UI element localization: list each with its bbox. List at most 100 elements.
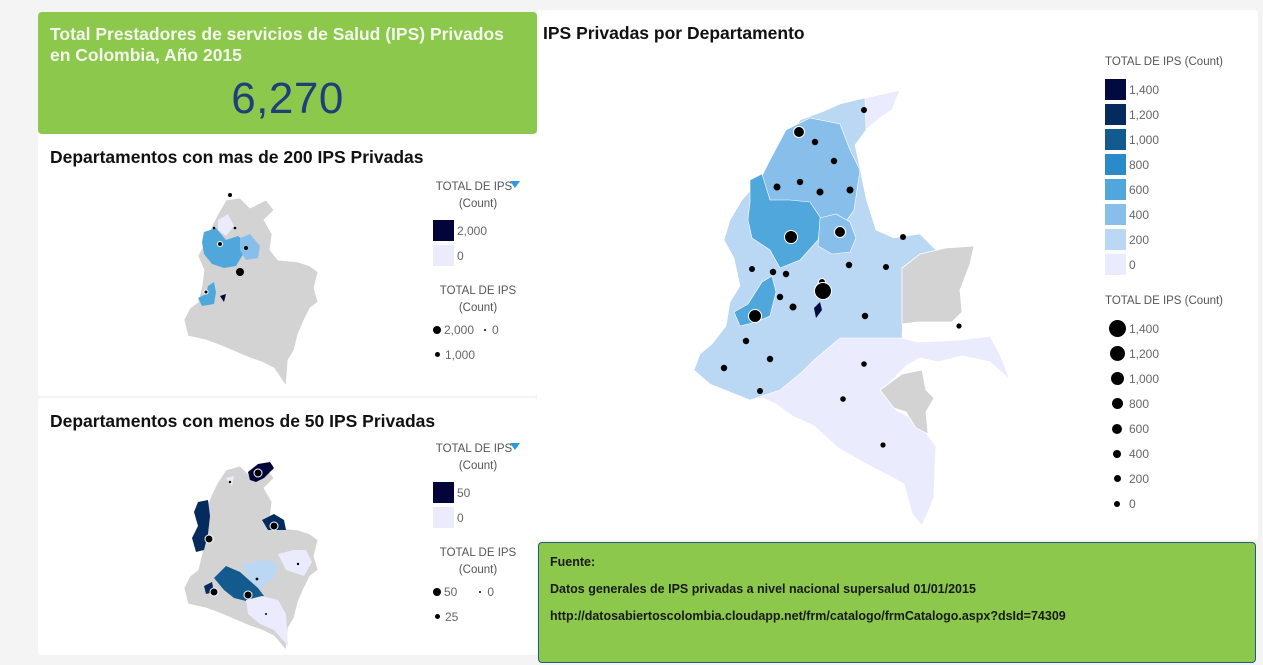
legend-title: TOTAL DE IPS [435,181,513,193]
legend-item: 0 [433,243,523,268]
legend-item: 1,400 [1105,77,1255,102]
size-legend-main: TOTAL DE IPS (Count) 1,400 1,200 1,000 8… [1105,293,1255,516]
color-swatch [1105,154,1126,175]
size-dot-icon [433,587,441,596]
legend-subtitle: (Count) [458,198,498,210]
legend-label: 800 [1129,396,1150,411]
legend-item: 1,200 [1105,102,1255,127]
map-panel-main: IPS Privadas por Departamento [537,10,1258,540]
legend-label: 25 [445,609,459,624]
legend-label: 0 [487,584,495,599]
legend-item: 1,000 [433,342,523,367]
size-dot-icon [1113,475,1121,482]
source-url[interactable]: http://datosabiertoscolombia.cloudapp.ne… [550,609,1066,623]
legend-subtitle: (Count) [458,302,498,314]
color-swatch [1105,229,1126,250]
color-swatch [433,482,454,503]
legend-title: TOTAL DE IPS [439,285,517,297]
size-dot-icon [1110,372,1124,385]
legend-label: 2,000 [444,322,475,337]
color-swatch [433,507,454,528]
filter-icon[interactable] [510,443,521,450]
size-dot-icon [479,590,482,593]
legend-item: 400 [1105,441,1255,466]
legend-label: 0 [457,510,464,525]
legend-label: 600 [1129,182,1150,197]
legend-title: TOTAL DE IPS (Count) [1105,56,1224,68]
legend-label: 1,000 [445,347,476,362]
legend-title: TOTAL DE IPS [439,547,517,559]
legend-label: 2,000 [457,223,488,238]
panel-title: Departamentos con mas de 200 IPS Privada… [50,147,424,167]
kpi-title: Total Prestadores de servicios de Salud … [50,24,504,65]
source-heading: Fuente: [550,555,596,569]
size-dot-icon [1109,346,1125,361]
legend-label: 0 [492,322,499,337]
legend-item: 1,200 [1105,341,1255,366]
source-box: Fuente: Datos generales de IPS privadas … [538,542,1256,663]
map-panel-less-50: Departamentos con menos de 50 IPS Privad… [38,398,537,655]
legend-label: 800 [1129,157,1150,172]
color-swatch [1105,79,1126,100]
size-dot-icon [1111,398,1123,409]
legend-subtitle: (Count) [458,460,498,472]
size-dot-icon [435,352,440,357]
color-swatch [1105,254,1126,275]
size-dot-icon [1114,500,1120,507]
color-legend-main: TOTAL DE IPS (Count) 1,400 1,200 1,000 8… [1105,54,1255,277]
colombia-map-less-50[interactable] [178,450,328,650]
legend-item: 25 [433,604,523,629]
color-legend-less-50: TOTAL DE IPS (Count) 50 0 TOTAL DE IPS (Co… [433,441,523,629]
size-dot-icon [435,614,440,619]
legend-item: 50 [433,480,523,505]
legend-label: 1,400 [1129,321,1160,336]
legend-item: 800 [1105,152,1255,177]
color-swatch [1105,204,1126,225]
kpi-value: 6,270 [231,74,344,123]
legend-item: 2,000 [433,218,523,243]
legend-item: 1,000 [1105,127,1255,152]
legend-label: 1,400 [1129,82,1160,97]
legend-item: 1,400 [1105,316,1255,341]
color-swatch [1105,104,1126,125]
legend-title: TOTAL DE IPS [435,443,513,455]
panel-title: Departamentos con menos de 50 IPS Privad… [50,411,436,431]
color-legend-more-200: TOTAL DE IPS (Count) 2,000 0 TOTAL DE IPS… [433,179,523,367]
legend-item: 600 [1105,416,1255,441]
legend-label: 0 [1129,257,1136,272]
legend-item: 2,000 0 [433,317,523,342]
color-swatch [433,220,454,241]
legend-label: 200 [1129,471,1150,486]
legend-item: 0 [433,505,523,530]
panel-title: IPS Privadas por Departamento [543,23,805,43]
legend-item: 200 [1105,466,1255,491]
legend-title: TOTAL DE IPS (Count) [1105,295,1224,307]
size-dot-icon [1108,320,1126,337]
size-dot-icon [433,325,441,334]
legend-label: 50 [444,584,458,599]
legend-label: 1,000 [1129,371,1160,386]
legend-item: 0 [1105,491,1255,516]
color-swatch [1105,129,1126,150]
color-swatch [1105,179,1126,200]
legend-item: 800 [1105,391,1255,416]
filter-icon[interactable] [510,181,521,188]
map-panel-more-200: Departamentos con mas de 200 IPS Privada… [38,134,537,396]
legend-label: 400 [1129,207,1150,222]
legend-item: 600 [1105,177,1255,202]
legend-label: 200 [1129,232,1150,247]
legend-item: 400 [1105,202,1255,227]
legend-item: 1,000 [1105,366,1255,391]
size-dot-icon [484,328,487,331]
legend-subtitle: (Count) [458,564,498,576]
legend-label: 400 [1129,446,1150,461]
legend-label: 1,200 [1129,107,1160,122]
colombia-map-more-200[interactable] [178,190,328,390]
legend-label: 0 [457,248,464,263]
legend-item: 50 0 [433,579,523,604]
legend-label: 1,200 [1129,346,1160,361]
size-dot-icon [1112,423,1122,434]
colombia-map-main[interactable] [690,90,1020,530]
kpi-card: Total Prestadores de servicios de Salud … [38,12,537,134]
size-dot-icon [1113,449,1121,458]
